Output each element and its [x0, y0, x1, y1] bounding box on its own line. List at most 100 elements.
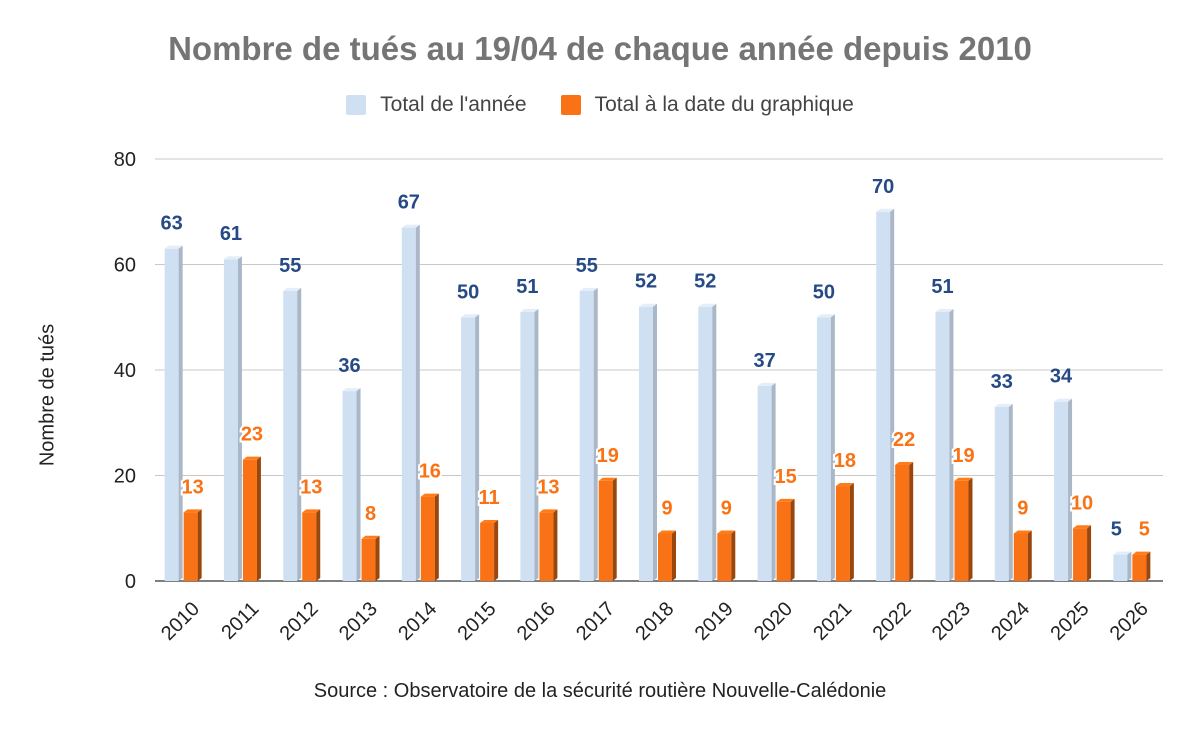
bar-total-date — [242, 459, 257, 581]
bar-side — [593, 287, 598, 581]
bar-total-date — [895, 464, 910, 581]
bar-side — [771, 382, 776, 581]
data-label-total-date: 18 — [834, 450, 856, 472]
bar-total-date — [539, 512, 554, 581]
bar-side — [653, 303, 657, 581]
bar-side — [475, 314, 480, 581]
data-label-total-annee: 52 — [694, 271, 716, 293]
y-tick-label: 20 — [114, 466, 136, 488]
x-tick-label: 2010 — [157, 598, 204, 645]
bar-side — [434, 493, 439, 581]
bar-total-date — [1013, 533, 1028, 581]
data-label-total-date: 11 — [479, 487, 500, 509]
bar-side — [1027, 530, 1032, 581]
bar-side — [849, 483, 854, 581]
data-label-total-annee: 52 — [635, 271, 657, 293]
data-label-total-annee: 33 — [991, 371, 1013, 393]
bar-side — [731, 530, 736, 581]
bar-total-date — [420, 496, 435, 581]
chart-title: Nombre de tués au 19/04 de chaque année … — [168, 30, 1032, 67]
bar-side — [237, 256, 242, 581]
bar-side — [356, 388, 361, 581]
legend-item-total-date[interactable]: Total à la date du graphique — [560, 93, 854, 117]
bar-side — [1087, 525, 1092, 581]
bar-top — [223, 256, 242, 260]
bar-side — [534, 308, 539, 581]
legend-item-total-annee[interactable]: Total de l'année — [346, 93, 527, 117]
x-tick-label: 2026 — [1106, 598, 1153, 645]
bar-total-date — [183, 512, 198, 581]
bar-side — [612, 477, 617, 581]
bar-side — [672, 530, 676, 581]
bar-side — [553, 509, 558, 581]
data-label-total-annee: 34 — [1050, 366, 1073, 388]
bar-side — [197, 509, 202, 581]
data-label-total-annee: 50 — [457, 281, 479, 303]
data-label-total-annee: 70 — [872, 176, 894, 198]
data-label-total-annee: 37 — [753, 350, 775, 372]
data-label-total-date: 10 — [1071, 492, 1093, 514]
data-label-total-date: 15 — [774, 466, 796, 488]
data-label-total-annee: 5 — [1111, 519, 1122, 541]
bar-total-annee — [164, 248, 179, 582]
bar-side — [494, 519, 499, 581]
bar-side — [909, 461, 914, 581]
data-label-total-annee: 51 — [516, 276, 538, 298]
source-note: Source : Observatoire de la sécurité rou… — [313, 680, 887, 702]
y-tick-label: 0 — [125, 571, 136, 593]
bar-total-annee — [342, 391, 357, 581]
bar-total-annee — [283, 290, 298, 581]
bar-top — [1073, 525, 1092, 529]
bar-total-date — [776, 501, 791, 581]
data-label-total-date: 9 — [1017, 498, 1028, 520]
data-label-total-date: 19 — [597, 445, 619, 467]
bar-side — [1127, 551, 1132, 581]
x-tick-label: 2016 — [513, 598, 560, 645]
data-label-total-date: 23 — [241, 424, 263, 446]
data-label-total-annee: 51 — [931, 276, 953, 298]
data-label-total-annee: 67 — [398, 192, 420, 214]
bar-top — [164, 245, 183, 249]
x-tick-label: 2017 — [572, 598, 619, 645]
bar-total-date — [717, 533, 732, 581]
bar-total-annee — [935, 311, 950, 581]
y-tick-label: 60 — [114, 255, 136, 277]
bar-top — [717, 530, 736, 534]
bar-side — [297, 287, 302, 581]
bar-top — [520, 308, 539, 312]
bar-total-annee — [223, 259, 238, 581]
data-label-total-date: 9 — [661, 498, 672, 520]
x-tick-label: 2018 — [631, 598, 678, 645]
bar-side — [890, 208, 895, 581]
data-label-total-date: 13 — [182, 476, 204, 498]
bar-total-date — [1073, 528, 1088, 581]
bar-top — [954, 477, 973, 481]
x-tick-label: 2019 — [691, 598, 738, 645]
data-label-total-annee: 50 — [813, 281, 835, 303]
bar-side — [712, 303, 717, 581]
bar-top — [776, 498, 795, 502]
bar-top — [579, 287, 598, 291]
bar-total-annee — [698, 306, 713, 581]
bar-total-date — [1132, 554, 1147, 581]
bar-total-annee — [639, 306, 653, 581]
data-label-total-date: 13 — [537, 476, 559, 498]
bar-top — [994, 403, 1013, 407]
bar-top — [283, 287, 302, 291]
bar-side — [375, 535, 380, 581]
y-tick-label: 40 — [114, 360, 136, 382]
bar-total-date — [658, 533, 672, 581]
bar-top — [935, 308, 954, 312]
data-label-total-date: 22 — [893, 429, 915, 451]
x-tick-label: 2014 — [394, 598, 441, 645]
bar-total-annee — [520, 311, 535, 581]
data-label-total-date: 9 — [721, 498, 732, 520]
bar-top — [420, 493, 439, 497]
bar-top — [539, 509, 558, 513]
data-label-total-date: 13 — [300, 476, 322, 498]
bar-top — [816, 314, 835, 318]
bar-side — [1068, 398, 1073, 581]
bar-total-date — [598, 480, 613, 581]
bar-total-annee — [1054, 401, 1069, 581]
